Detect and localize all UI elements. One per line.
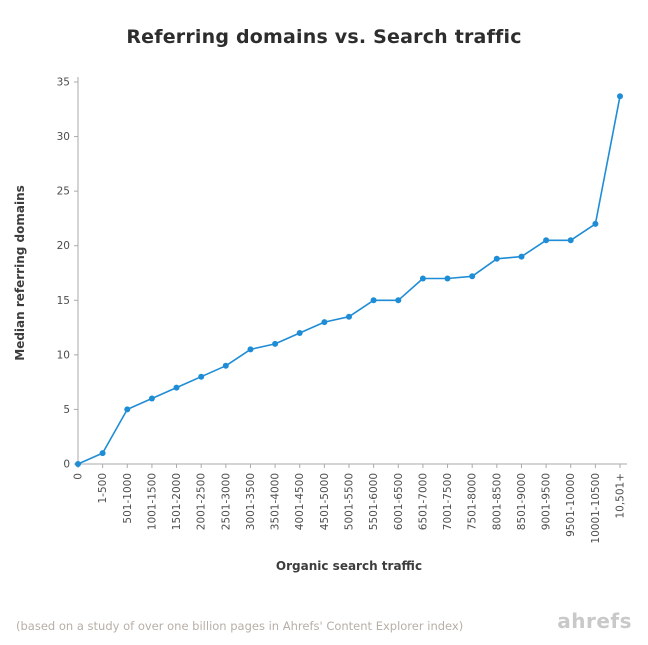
data-point — [370, 297, 377, 304]
x-tick-label: 3501-4000 — [270, 473, 282, 530]
x-tick-label: 1-500 — [97, 473, 109, 504]
data-point — [247, 346, 254, 353]
ahrefs-logo: ahrefs — [557, 609, 632, 633]
y-tick-label: 20 — [57, 240, 70, 252]
x-tick-label: 501-1000 — [122, 473, 134, 524]
data-point — [469, 273, 476, 280]
y-tick-label: 15 — [57, 295, 70, 307]
x-tick-label: 10001-10500 — [590, 473, 602, 544]
data-point — [296, 330, 303, 336]
chart-title: Referring domains vs. Search traffic — [126, 26, 522, 48]
data-point — [272, 340, 279, 347]
x-tick-label: 9501-10000 — [565, 473, 577, 537]
y-axis-title: Median referring domains — [13, 185, 27, 361]
data-point — [346, 313, 352, 320]
y-tick-label: 0 — [63, 459, 70, 471]
x-tick-label: 0 — [73, 473, 85, 480]
x-tick-label: 4001-4500 — [294, 473, 306, 530]
source-note: (based on a study of over one billion pa… — [16, 619, 464, 633]
x-tick-label: 9001-9500 — [541, 473, 553, 530]
data-point — [617, 93, 623, 100]
x-tick-label: 1501-2000 — [171, 473, 183, 530]
x-tick-label: 5501-6000 — [368, 473, 380, 530]
data-point — [567, 237, 574, 244]
x-tick-label: 4501-5000 — [319, 473, 331, 530]
x-tick-label: 3001-3500 — [245, 473, 257, 530]
data-point — [173, 384, 180, 391]
data-point — [419, 275, 426, 282]
x-tick-label: 6001-6500 — [393, 473, 405, 530]
x-tick-label: 5001-5500 — [344, 473, 356, 530]
chart-footer: (based on a study of over one billion pa… — [16, 609, 632, 633]
line-chart: 0 5 10 15 20 25 30 35 0 1-500 501-1000 1001-1500 150… — [13, 77, 627, 573]
y-tick-label: 35 — [57, 77, 70, 89]
data-point — [75, 461, 81, 467]
data-point — [222, 362, 229, 369]
data-point — [543, 237, 550, 244]
data-point — [148, 395, 155, 402]
x-tick-label: 2001-2500 — [196, 473, 208, 530]
data-point — [198, 373, 205, 380]
data-point — [592, 220, 599, 227]
data-point — [395, 297, 402, 304]
x-tick-label: 7001-7500 — [442, 473, 454, 530]
x-tick-label: 7501-8000 — [467, 473, 479, 530]
data-point — [321, 319, 328, 326]
data-point — [99, 450, 106, 457]
x-tick-label: 8501-9000 — [516, 473, 528, 530]
data-point — [518, 253, 525, 260]
y-tick-label: 25 — [57, 186, 70, 198]
data-point — [493, 255, 500, 262]
x-tick-label: 8001-8500 — [491, 473, 503, 530]
y-tick-label: 10 — [57, 349, 70, 361]
data-line — [77, 95, 621, 465]
x-axis-title: Organic search traffic — [276, 559, 422, 573]
x-tick-label: 2501-3000 — [220, 473, 232, 530]
x-tick-label: 10,501+ — [615, 473, 627, 519]
data-point — [444, 275, 451, 282]
x-tick-label: 1001-1500 — [146, 473, 158, 530]
y-tick-label: 30 — [57, 131, 70, 143]
x-tick-label: 6501-7000 — [417, 473, 429, 530]
y-tick-label: 5 — [63, 404, 70, 416]
data-point — [124, 406, 131, 413]
